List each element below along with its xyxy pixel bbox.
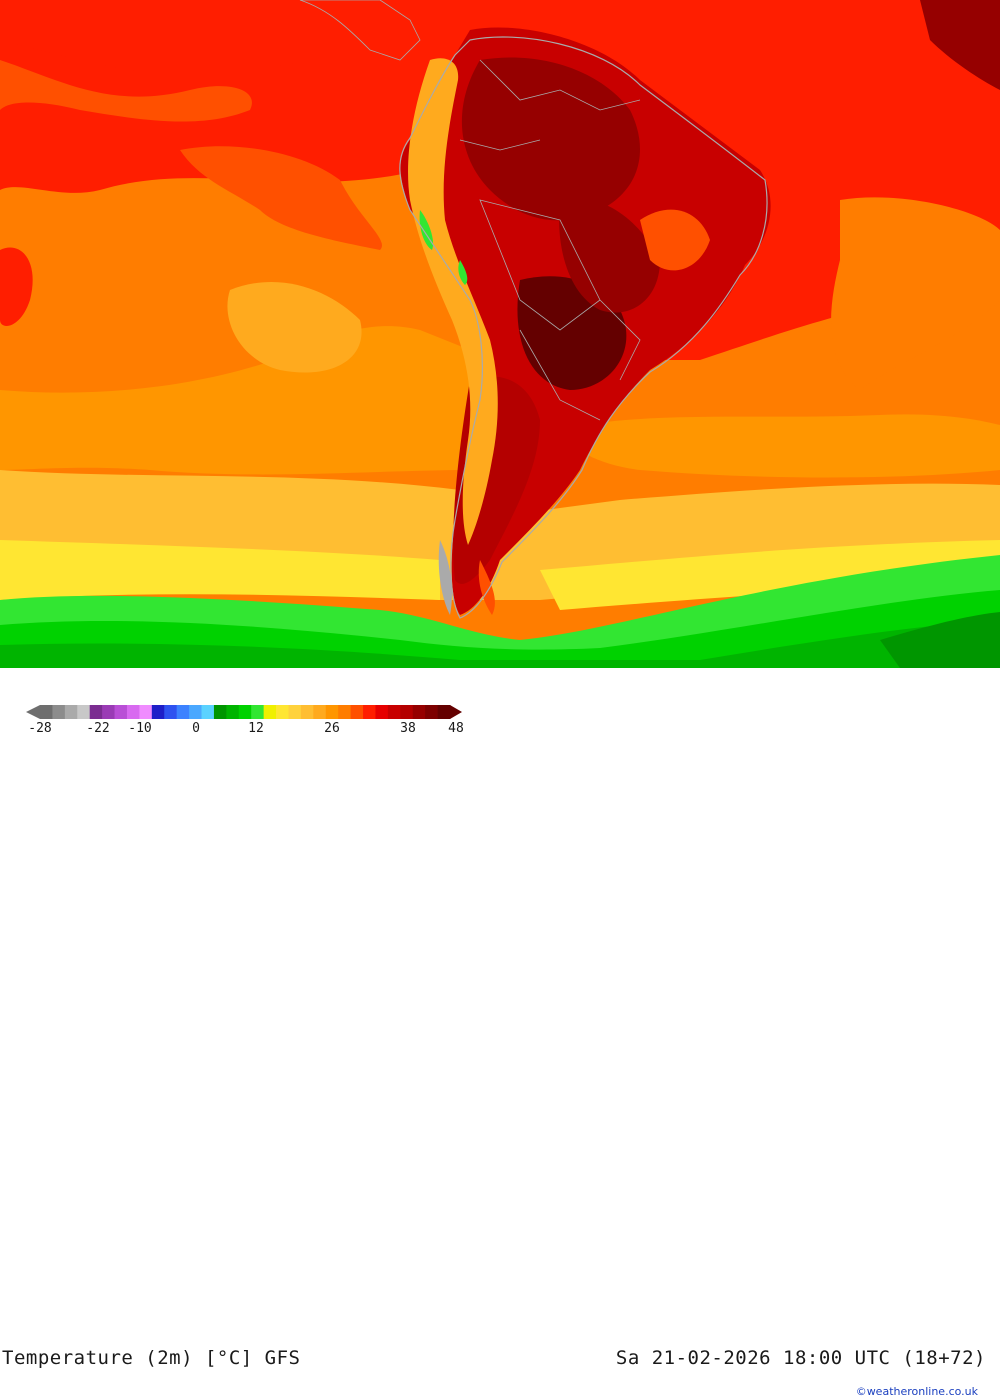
legend-swatch (238, 705, 252, 719)
atlantic-warm-patch (831, 197, 1000, 390)
legend-swatch (263, 705, 277, 719)
legend-tick-label: -22 (86, 721, 109, 733)
southern-deep-green (0, 620, 1000, 668)
credit-link[interactable]: ©weatheronline.co.uk (855, 1385, 978, 1398)
pacific-yellow-band (0, 540, 440, 600)
central-america-land (299, 0, 421, 61)
central-hot-area (559, 198, 660, 313)
legend-swatch (77, 705, 91, 719)
legend-swatch (213, 705, 227, 719)
africa-hot-land (920, 0, 1000, 90)
legend-swatch (400, 705, 414, 719)
southern-darkest-patch (880, 612, 1000, 668)
patagonia-warm-area (478, 560, 495, 615)
legend-tick-label: -28 (28, 721, 51, 733)
andes-green-patch-2 (458, 260, 468, 285)
temperature-map[interactable] (0, 0, 1000, 668)
map-title: Temperature (2m) [°C] GFS (2, 1347, 301, 1369)
amazon-hot-area (461, 57, 640, 221)
forecast-datetime: Sa 21-02-2026 18:00 UTC (18+72) (615, 1347, 986, 1369)
temperature-legend: -28 -22 -10 0 12 26 38 48 (26, 705, 464, 733)
legend-swatch (437, 705, 451, 719)
legend-swatch (276, 705, 289, 719)
legend-swatch (300, 705, 314, 719)
legend-swatch (350, 705, 364, 719)
pacific-mid-band (0, 326, 470, 475)
legend-swatch (313, 705, 327, 719)
legend-arrow-low (26, 705, 40, 719)
legend-tick-label: 0 (192, 721, 200, 733)
equatorial-cool-tongue (180, 146, 382, 250)
legend-swatch (325, 705, 339, 719)
legend-swatch (139, 705, 153, 719)
legend-swatch (425, 705, 438, 719)
legend-swatch (164, 705, 178, 719)
legend-tick-label: 26 (324, 721, 340, 733)
legend-swatch (375, 705, 389, 719)
legend-tick-label: -10 (128, 721, 151, 733)
legend-swatch (412, 705, 426, 719)
legend-swatch (363, 705, 376, 719)
atlantic-yellow-band (540, 540, 1000, 610)
legend-swatch (387, 705, 401, 719)
tropical-hot-band (0, 0, 1000, 360)
legend-swatch (114, 705, 128, 719)
legend-swatch (102, 705, 115, 719)
coastline-outline (399, 36, 768, 619)
andes-cool-strip (408, 58, 498, 546)
patagonia-ice-area (438, 540, 452, 615)
legend-swatch (338, 705, 351, 719)
legend-swatch (52, 705, 66, 719)
highland-warm-patch (640, 209, 710, 271)
legend-swatch (189, 705, 202, 719)
country-borders (479, 199, 641, 421)
atlantic-mid-band (560, 414, 1000, 478)
pacific-cool-patch (227, 281, 362, 373)
legend-swatch (288, 705, 302, 719)
legend-swatch (251, 705, 265, 719)
legend-swatch (64, 705, 78, 719)
legend-swatch (151, 705, 165, 719)
west-hot-patch (0, 247, 33, 326)
legend-tick-label: 12 (248, 721, 264, 733)
legend-swatch (89, 705, 103, 719)
legend-swatch (176, 705, 190, 719)
legend-tick-label: 48 (448, 721, 464, 733)
legend-swatch (226, 705, 240, 719)
legend-swatch (126, 705, 140, 719)
north-hot-area (0, 0, 420, 77)
legend-tick-label: 38 (400, 721, 416, 733)
map-canvas (0, 0, 1000, 668)
legend-swatch (40, 705, 53, 719)
north-warm-patch (0, 60, 252, 122)
legend-swatch (201, 705, 215, 719)
northern-borders (459, 59, 641, 151)
legend-arrow-high (450, 705, 462, 719)
